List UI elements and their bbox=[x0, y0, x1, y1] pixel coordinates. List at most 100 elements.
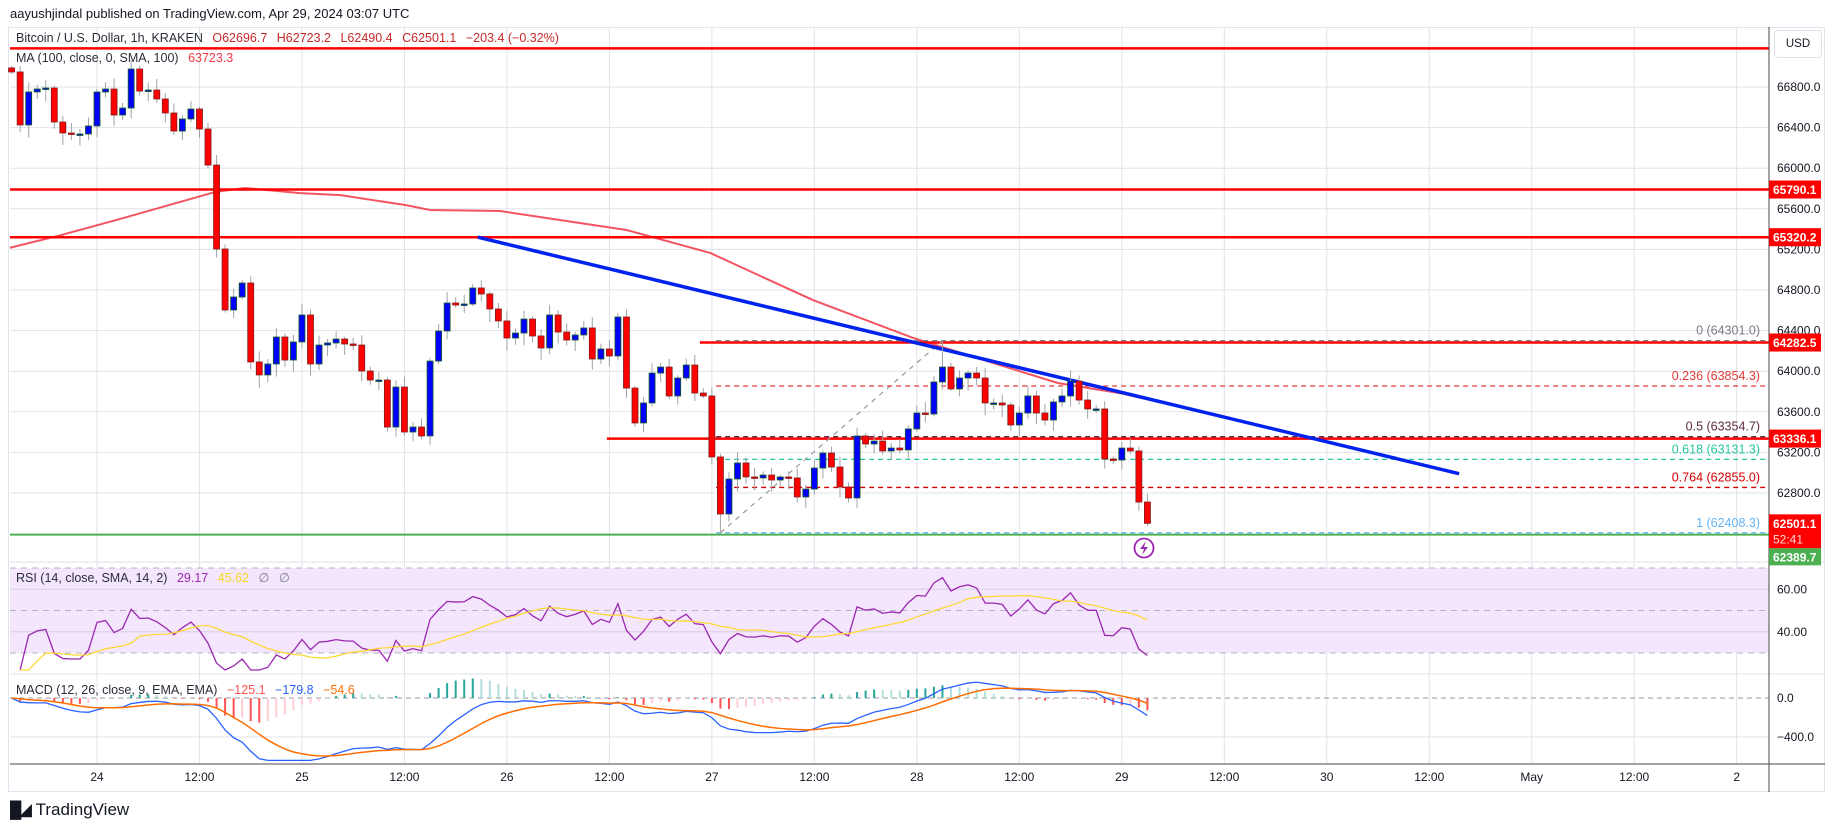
candle-up bbox=[939, 366, 946, 383]
candle-down bbox=[110, 88, 118, 116]
candle-up bbox=[571, 334, 579, 341]
ma-legend[interactable]: MA (100, close, 0, SMA, 100) 63723.3 bbox=[16, 51, 239, 65]
candle-up bbox=[1024, 395, 1032, 414]
candle-up bbox=[956, 377, 963, 390]
time-tick-label: 29 bbox=[1115, 770, 1129, 784]
price-tick-label: 63200.0 bbox=[1777, 445, 1821, 459]
candle-up bbox=[930, 381, 938, 415]
tradingview-brand[interactable]: █◢ TradingView bbox=[10, 800, 129, 820]
high-value: H62723.2 bbox=[276, 31, 331, 45]
price-tick-label: 64800.0 bbox=[1777, 283, 1821, 297]
time-tick-label: May bbox=[1520, 770, 1543, 784]
time-tick-label: 12:00 bbox=[184, 770, 214, 784]
candle-up bbox=[819, 452, 827, 469]
candle-down bbox=[16, 71, 24, 126]
price-tick-label: 64000.0 bbox=[1777, 364, 1821, 378]
candle-down bbox=[307, 314, 314, 365]
candle-up bbox=[870, 440, 878, 445]
candle-up bbox=[546, 314, 554, 349]
brand-name: TradingView bbox=[35, 800, 130, 819]
candle-up bbox=[85, 125, 92, 135]
candle-down bbox=[1109, 458, 1117, 461]
drawings bbox=[9, 47, 1769, 536]
candle-up bbox=[964, 372, 972, 379]
candle-down bbox=[785, 476, 793, 479]
rsi-label: RSI (14, close, SMA, 14, 2) bbox=[16, 571, 168, 585]
candle-down bbox=[793, 477, 801, 498]
rsi-extra-1: ∅ bbox=[258, 571, 270, 585]
price-tick-label: 65600.0 bbox=[1777, 202, 1821, 216]
level-price-tag bbox=[1769, 333, 1821, 352]
candle-down bbox=[691, 364, 699, 394]
candle-down bbox=[742, 462, 750, 478]
time-tick-label: 12:00 bbox=[1209, 770, 1239, 784]
lightning-icon bbox=[1133, 537, 1155, 559]
candle-up bbox=[904, 428, 912, 451]
candle-up bbox=[375, 379, 383, 382]
candle-up bbox=[290, 341, 297, 361]
candle-down bbox=[247, 282, 255, 363]
currency-button[interactable]: USD bbox=[1774, 30, 1822, 58]
candle-up bbox=[734, 462, 741, 480]
candle-down bbox=[896, 447, 904, 451]
candle-up bbox=[315, 344, 323, 365]
candle-up bbox=[187, 108, 195, 120]
rsi-extra-2: ∅ bbox=[278, 571, 290, 585]
candle-up bbox=[1050, 401, 1057, 421]
candle-up bbox=[1118, 447, 1126, 461]
candle-down bbox=[366, 370, 374, 381]
candle-up bbox=[435, 330, 443, 362]
fib-level-label: 0.5 (63354.7) bbox=[1686, 420, 1760, 434]
candle-up bbox=[272, 336, 280, 365]
candle-down bbox=[503, 320, 511, 339]
macd-pane bbox=[10, 678, 1769, 762]
support-price-tag bbox=[1769, 548, 1821, 566]
bar-countdown-text: 52:41 bbox=[1773, 532, 1803, 546]
grid bbox=[10, 27, 1769, 764]
time-tick-label: 25 bbox=[295, 770, 309, 784]
candle-down bbox=[358, 344, 366, 372]
macd-hist-value: −125.1 bbox=[226, 683, 266, 697]
candle-down bbox=[529, 318, 536, 337]
level-price-tag bbox=[1769, 180, 1821, 199]
time-tick-label: 30 bbox=[1320, 770, 1334, 784]
candle-down bbox=[862, 435, 869, 445]
candle-down bbox=[401, 386, 408, 433]
candle-up bbox=[1092, 408, 1100, 411]
candle-down bbox=[947, 366, 955, 390]
candle-up bbox=[759, 474, 767, 479]
rsi-legend[interactable]: RSI (14, close, SMA, 14, 2) 29.17 45.62 … bbox=[16, 570, 296, 585]
candle-up bbox=[324, 342, 331, 346]
low-value: L62490.4 bbox=[340, 31, 393, 45]
candle-up bbox=[102, 88, 109, 93]
candle-up bbox=[230, 296, 238, 311]
symbol-legend[interactable]: Bitcoin / U.S. Dollar, 1h, KRAKEN O62696… bbox=[16, 31, 565, 45]
candle-up bbox=[802, 488, 810, 498]
candle-down bbox=[717, 456, 724, 515]
level-price-tag-text: 63336.1 bbox=[1773, 432, 1817, 446]
ma-value: 63723.3 bbox=[188, 51, 234, 65]
candle-up bbox=[144, 89, 152, 92]
fib-level-label: 1 (62408.3) bbox=[1696, 516, 1760, 530]
candle-down bbox=[1101, 408, 1109, 460]
price-tick-label: 63600.0 bbox=[1777, 405, 1821, 419]
time-tick-label: 12:00 bbox=[799, 770, 829, 784]
symbol-name: Bitcoin / U.S. Dollar, 1h, KRAKEN bbox=[16, 31, 203, 45]
candle-down bbox=[204, 128, 212, 166]
overlays: 0 (64301.0) 0.236 (63854.3) 0.5 (63354.7) 0… bbox=[1133, 324, 1760, 559]
candle-up bbox=[42, 87, 50, 90]
level-price-tag bbox=[1769, 228, 1821, 247]
rsi-pane bbox=[10, 567, 1769, 671]
rsi-sma-line bbox=[20, 594, 1148, 671]
candle-down bbox=[221, 248, 229, 311]
candle-down bbox=[349, 343, 357, 346]
candle-down bbox=[973, 372, 981, 379]
macd-legend[interactable]: MACD (12, 26, close, 9, EMA, EMA) −125.1… bbox=[16, 683, 361, 697]
candle-down bbox=[1075, 380, 1083, 401]
candle-down bbox=[341, 338, 349, 345]
candle-down bbox=[623, 316, 630, 389]
candle-down bbox=[1007, 404, 1015, 426]
candle-down bbox=[606, 348, 613, 357]
price-tick-label: 66000.0 bbox=[1777, 161, 1821, 175]
